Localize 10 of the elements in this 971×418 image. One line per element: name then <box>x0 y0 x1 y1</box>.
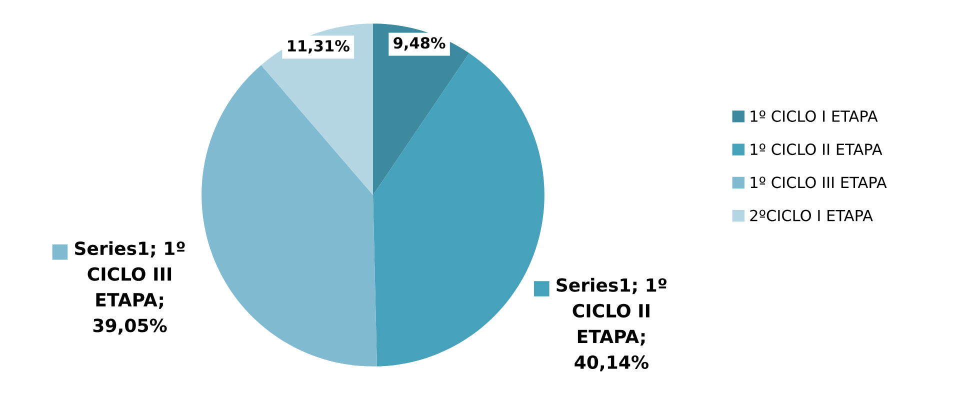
legend-label: 2ºCICLO I ETAPA <box>750 210 873 222</box>
data-label: Series1; 1º CICLO II ETAPA; 40,14% <box>556 278 667 372</box>
pie-slice <box>202 65 377 366</box>
legend-label: 1º CICLO II ETAPA <box>750 144 882 156</box>
data-label: 11,31% <box>288 40 350 54</box>
data-label: 9,48% <box>394 37 446 51</box>
legend-label: 1º CICLO I ETAPA <box>750 110 878 122</box>
legend-label: 1º CICLO III ETAPA <box>750 176 887 188</box>
data-label: Series1; 1º CICLO III ETAPA; 39,05% <box>75 241 185 335</box>
pie-slice <box>373 53 544 366</box>
